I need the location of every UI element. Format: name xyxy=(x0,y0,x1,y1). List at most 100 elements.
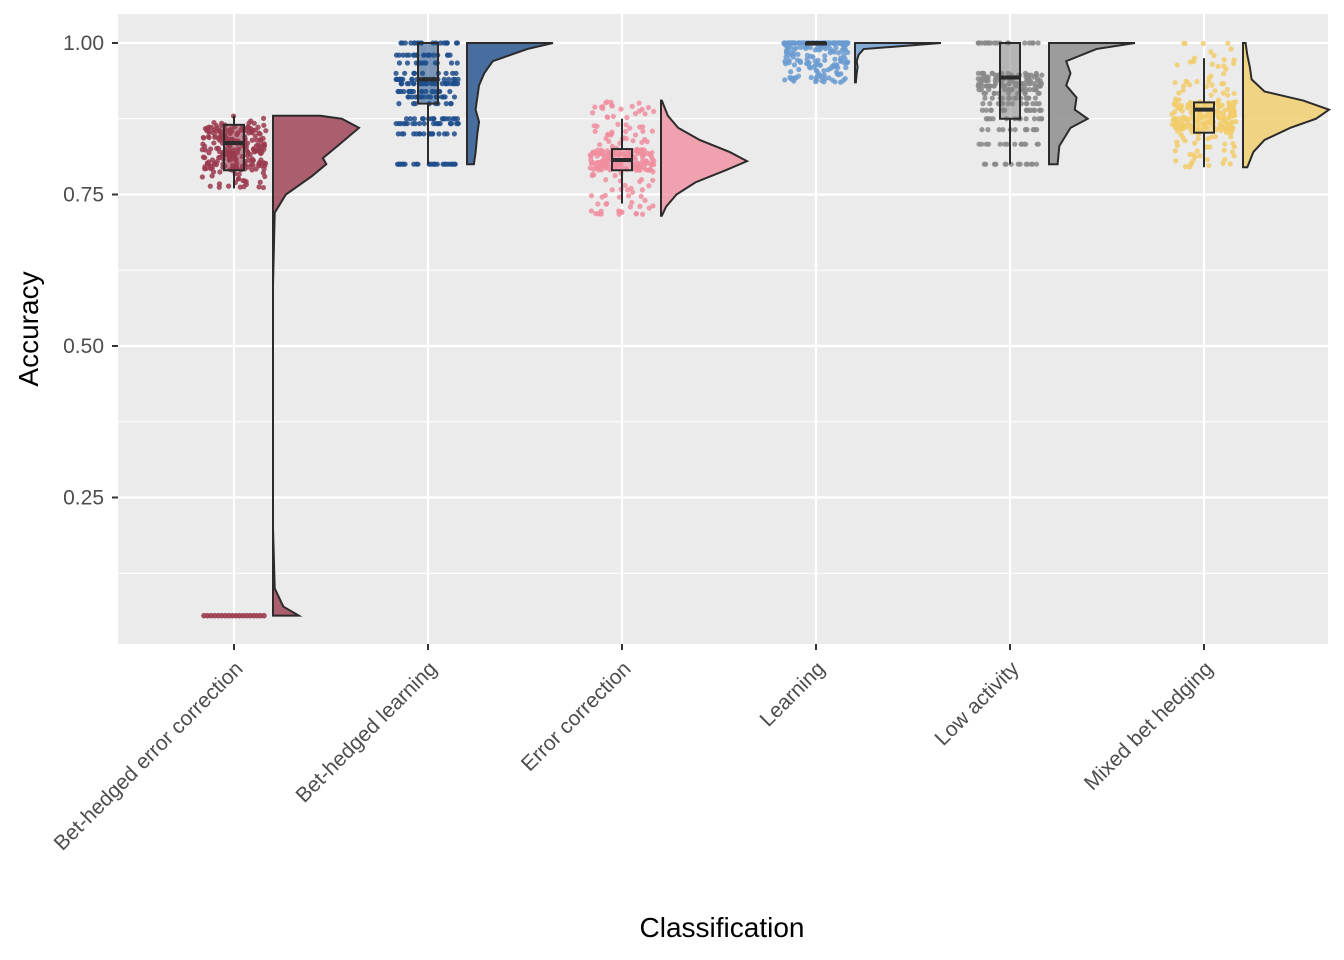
data-point xyxy=(246,120,252,126)
data-point xyxy=(1023,101,1030,107)
x-axis-title: Classification xyxy=(640,912,805,943)
data-point xyxy=(788,49,794,55)
data-point xyxy=(448,101,454,107)
data-point xyxy=(985,127,991,133)
data-point xyxy=(411,52,417,58)
density-cloud xyxy=(854,42,942,84)
data-point xyxy=(812,47,819,53)
data-point xyxy=(398,88,404,95)
data-point xyxy=(989,95,995,101)
data-point xyxy=(1222,141,1228,147)
data-point xyxy=(981,90,987,96)
data-point xyxy=(1181,83,1187,89)
data-point xyxy=(1180,114,1186,120)
data-point xyxy=(209,173,215,179)
data-point xyxy=(447,161,453,167)
data-point xyxy=(1231,153,1237,159)
data-point xyxy=(406,94,412,100)
data-point xyxy=(443,101,449,107)
data-point xyxy=(1187,59,1194,65)
data-point xyxy=(216,181,223,187)
data-point xyxy=(1191,152,1197,158)
x-axis: Bet-hedged error correction Bet-hedged le… xyxy=(50,644,1218,855)
data-point xyxy=(845,49,851,55)
data-point xyxy=(980,101,986,107)
data-point xyxy=(987,101,993,107)
data-point xyxy=(207,183,213,189)
data-point xyxy=(214,158,220,165)
data-point xyxy=(1222,156,1228,163)
data-point xyxy=(600,151,606,158)
data-point xyxy=(1172,79,1178,86)
data-point xyxy=(985,74,991,80)
data-point xyxy=(1002,141,1008,147)
data-point xyxy=(603,177,609,183)
data-point xyxy=(447,88,453,95)
data-point xyxy=(813,67,819,73)
data-point xyxy=(410,120,416,127)
data-point xyxy=(253,166,259,172)
data-point xyxy=(1173,124,1179,131)
data-point xyxy=(1209,82,1215,88)
data-point xyxy=(393,76,399,82)
data-point xyxy=(451,94,458,100)
data-point xyxy=(1215,63,1221,70)
data-point xyxy=(257,179,263,185)
data-point xyxy=(1031,116,1038,122)
data-point xyxy=(642,111,648,117)
data-point xyxy=(443,81,449,87)
data-point xyxy=(1029,40,1035,46)
density-cloud xyxy=(272,114,361,617)
data-point xyxy=(604,114,610,120)
data-point xyxy=(217,169,223,175)
data-point xyxy=(225,183,232,189)
data-point xyxy=(993,161,999,167)
data-point xyxy=(250,162,256,168)
data-point xyxy=(1195,136,1201,142)
data-point xyxy=(439,116,445,122)
data-point xyxy=(1224,127,1230,134)
data-point xyxy=(1169,111,1175,117)
data-point xyxy=(401,120,407,127)
data-point xyxy=(218,130,224,136)
data-point xyxy=(789,76,795,83)
data-point xyxy=(837,79,844,85)
data-point xyxy=(436,131,442,137)
data-point xyxy=(636,100,642,106)
data-point xyxy=(640,128,646,134)
data-point xyxy=(1012,127,1018,133)
data-point xyxy=(1017,161,1023,167)
data-point xyxy=(598,208,604,214)
data-point xyxy=(982,95,988,101)
data-point xyxy=(639,124,646,130)
data-point xyxy=(990,116,996,122)
data-point xyxy=(260,160,267,166)
data-point xyxy=(1230,61,1237,67)
data-point xyxy=(624,187,631,193)
data-point xyxy=(1229,149,1236,155)
data-point xyxy=(609,187,615,193)
data-point xyxy=(632,111,639,117)
data-point xyxy=(1225,40,1231,46)
data-point xyxy=(256,130,262,136)
data-point xyxy=(433,120,439,127)
data-point xyxy=(1027,87,1033,93)
data-point xyxy=(1178,103,1185,109)
data-point xyxy=(429,131,436,137)
box-iqr xyxy=(223,123,245,172)
data-point xyxy=(589,110,596,116)
data-point xyxy=(788,69,794,75)
data-point xyxy=(1035,141,1041,147)
data-point xyxy=(409,76,415,82)
y-tick-label: 0.25 xyxy=(63,487,104,510)
data-point xyxy=(1032,87,1038,93)
data-point xyxy=(782,77,788,83)
data-point xyxy=(1194,79,1200,85)
data-point xyxy=(452,161,458,167)
data-point xyxy=(260,184,267,191)
data-point xyxy=(832,79,838,85)
data-point xyxy=(997,141,1003,147)
data-point xyxy=(406,52,412,58)
data-point xyxy=(821,68,827,74)
data-point xyxy=(593,211,599,217)
